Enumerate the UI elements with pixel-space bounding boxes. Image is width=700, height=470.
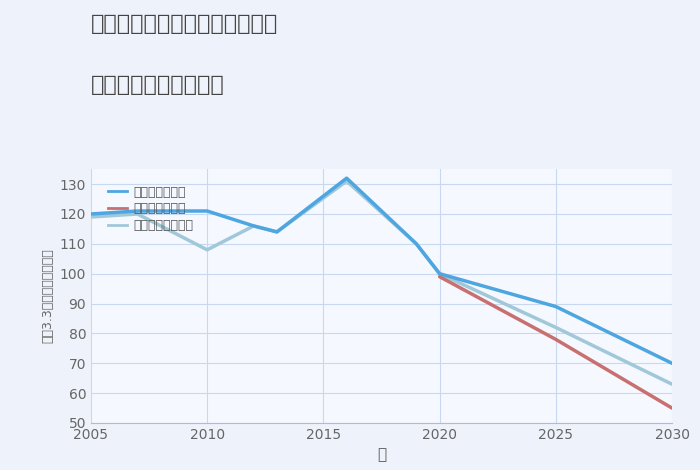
- Text: 埼玉県比企郡川島町牛ヶ谷戸の: 埼玉県比企郡川島町牛ヶ谷戸の: [91, 14, 279, 34]
- Y-axis label: 坪（3.3㎡）単価（万円）: 坪（3.3㎡）単価（万円）: [41, 249, 54, 344]
- X-axis label: 年: 年: [377, 447, 386, 462]
- Legend: グッドシナリオ, バッドシナリオ, ノーマルシナリオ: グッドシナリオ, バッドシナリオ, ノーマルシナリオ: [103, 180, 198, 237]
- Text: 中古戸建ての価格推移: 中古戸建ての価格推移: [91, 75, 225, 95]
